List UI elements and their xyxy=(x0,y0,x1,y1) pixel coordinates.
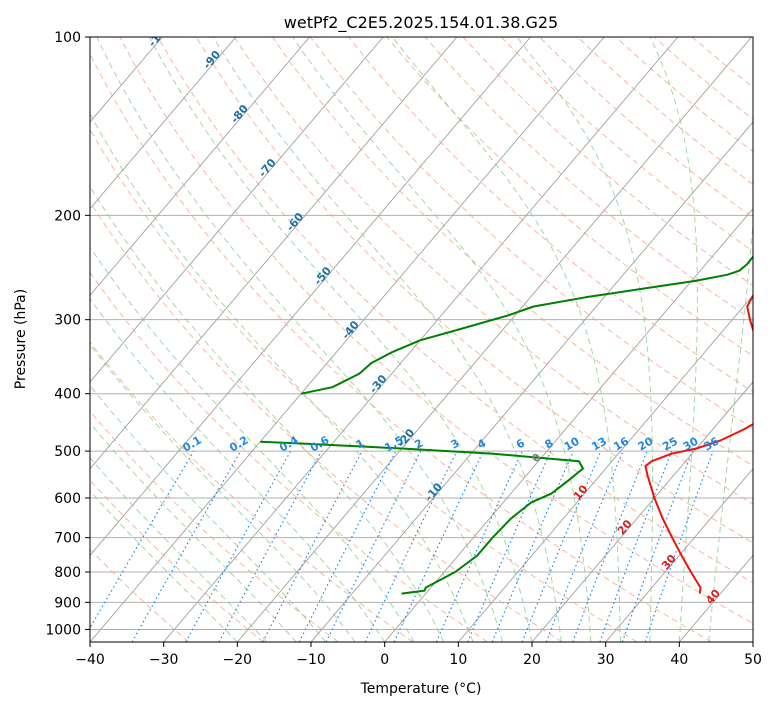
dewpoint-profile xyxy=(260,440,584,595)
isotherm-line xyxy=(90,37,531,557)
dry-adiabat-line xyxy=(90,479,264,642)
moist-adiabat-line xyxy=(708,216,753,642)
y-tick-label: 700 xyxy=(54,531,81,547)
moist-adiabat-line xyxy=(516,37,653,642)
isotherm-line xyxy=(605,467,753,642)
mixing-ratio-line xyxy=(218,450,323,642)
mixing-ratio-line xyxy=(90,450,195,630)
moist-adiabat-line xyxy=(90,384,327,642)
dry-adiabat-line xyxy=(310,37,753,430)
y-tick-label: 600 xyxy=(54,491,81,507)
dewpoint-profile xyxy=(300,255,753,395)
dry-adiabat-line xyxy=(271,37,753,467)
moist-adiabat-line xyxy=(148,37,533,642)
temperature-profile xyxy=(644,293,753,594)
isotherm-line xyxy=(90,37,310,297)
y-tick-label: 500 xyxy=(54,444,81,460)
dry-adiabat-line xyxy=(90,548,190,642)
x-tick-label: 0 xyxy=(380,652,389,668)
mixing-ratio-line xyxy=(572,450,648,642)
dry-adiabat-line xyxy=(90,128,638,642)
tick-layer: −40 −30 −20 −10 0 10 20 30 40 50 100 200 300 400 500 60… xyxy=(45,30,762,668)
dry-adiabat-line xyxy=(90,271,488,642)
mixing-ratio-line xyxy=(393,450,484,642)
dry-adiabat-line xyxy=(90,341,414,642)
y-axis-title: Pressure (hPa) xyxy=(13,289,29,389)
series-layer xyxy=(260,255,753,595)
mixing-ratio-line xyxy=(364,450,458,642)
mixing-ratio-line xyxy=(325,450,422,642)
x-axis-title: Temperature (°C) xyxy=(360,681,482,697)
x-tick-label: 40 xyxy=(670,652,688,668)
isotherm-line xyxy=(531,381,753,642)
dry-adiabat-line xyxy=(90,201,563,642)
dry-adiabat-line xyxy=(90,52,712,642)
moist-adiabat-line xyxy=(392,37,621,642)
isotherm-line xyxy=(90,37,458,470)
y-tick-label: 100 xyxy=(54,30,81,46)
x-tick-label: 20 xyxy=(523,652,541,668)
y-tick-label: 200 xyxy=(54,208,81,224)
mixing-ratio-line xyxy=(131,450,242,642)
dry-adiabat-line xyxy=(195,37,753,544)
isotherm-line xyxy=(236,37,752,642)
dry-adiabat-line xyxy=(462,37,753,287)
isotherm-line xyxy=(90,37,237,210)
y-tick-label: 300 xyxy=(54,313,81,329)
x-tick-label: 50 xyxy=(744,652,762,668)
x-tick-label: 10 xyxy=(449,652,467,668)
x-tick-label: −30 xyxy=(149,652,179,668)
moist-adiabat-line xyxy=(90,112,474,642)
x-tick-label: 30 xyxy=(597,652,615,668)
y-tick-label: 900 xyxy=(54,595,81,611)
y-tick-label: 400 xyxy=(54,387,81,403)
moist-adiabat-line xyxy=(90,343,356,642)
dry-adiabat-line xyxy=(348,37,753,393)
x-tick-label: −20 xyxy=(223,652,253,668)
grid-layer xyxy=(90,37,753,642)
mixing-ratio-line xyxy=(545,450,624,642)
moist-adiabat-line xyxy=(90,422,297,642)
moist-adiabat-line xyxy=(90,298,386,642)
moist-adiabat-line xyxy=(96,37,503,642)
isotherm-line xyxy=(384,207,753,642)
moist-adiabat-line xyxy=(90,246,415,642)
chart-title: wetPf2_C2E5.2025.154.01.38.G25 xyxy=(284,13,558,33)
moist-adiabat-line xyxy=(90,185,445,642)
dry-adiabat-line xyxy=(119,37,753,624)
isotherm-line xyxy=(90,37,605,642)
dry-adiabat-line xyxy=(157,37,753,584)
moist-adiabat-line xyxy=(212,37,562,642)
plot-frame xyxy=(89,36,754,643)
y-tick-label: 800 xyxy=(54,565,81,581)
isotherm-line xyxy=(90,37,384,383)
moist-adiabat-line xyxy=(292,37,592,642)
x-tick-label: −10 xyxy=(296,652,326,668)
y-tick-label: 1000 xyxy=(45,622,81,638)
x-tick-label: −40 xyxy=(75,652,105,668)
